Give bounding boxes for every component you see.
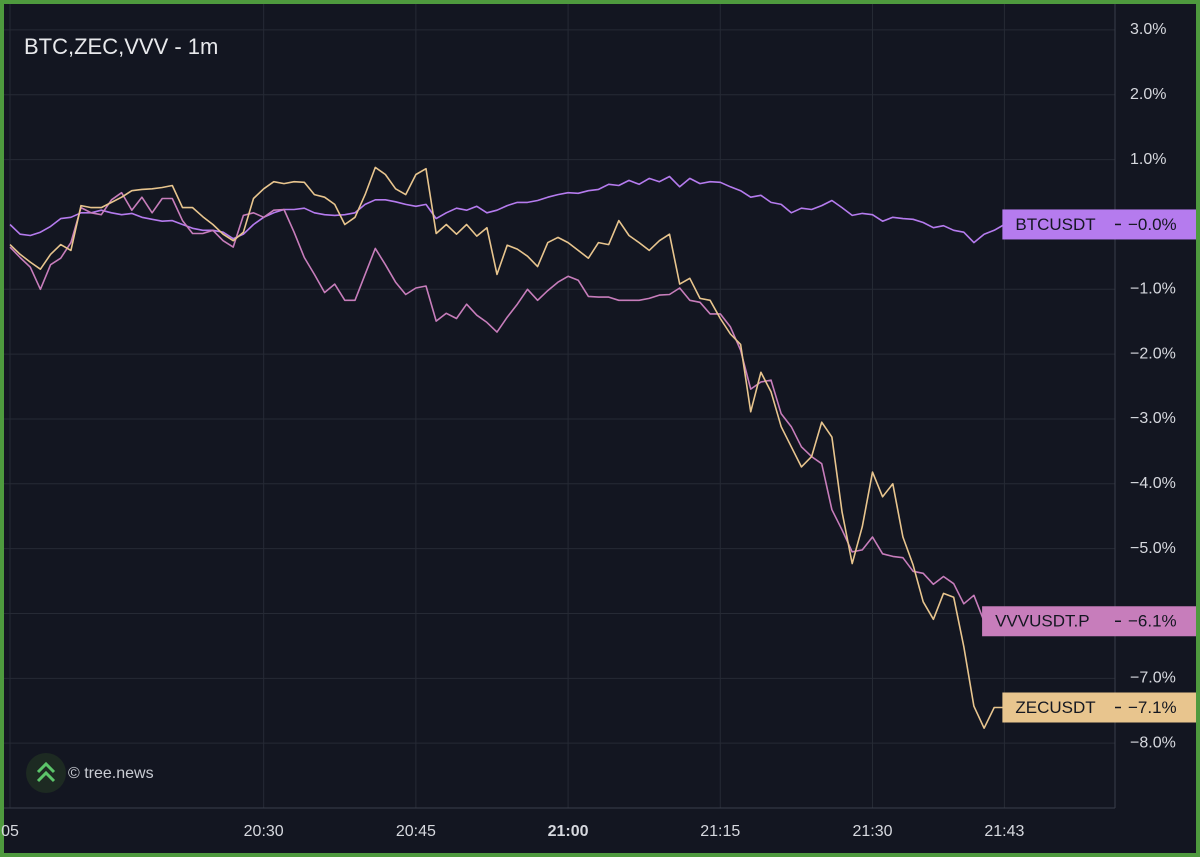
x-tick-label: 21:15 [700, 823, 740, 840]
y-tick-label: −7.0% [1130, 670, 1176, 687]
end-label-box [982, 606, 1196, 637]
x-tick-label: 05 [1, 823, 19, 840]
axes: 3.0% 2.0% 1.0% −1.0% −2.0% −3.0% −4.0% −5.0% −6.… [1, 21, 1196, 840]
series-line [9, 175, 1005, 244]
y-tick-label: 1.0% [1130, 151, 1166, 168]
series-line [9, 166, 1005, 729]
x-tick-label: 21:30 [852, 823, 892, 840]
y-tick-label: −4.0% [1130, 475, 1176, 492]
y-tick-label: −2.0% [1130, 345, 1176, 362]
watermark: © tree.news [68, 765, 154, 782]
y-tick-label: 2.0% [1130, 86, 1166, 103]
end-label-box [1002, 209, 1196, 240]
legend-label: ZECUSDT [1015, 698, 1095, 717]
logo-icon [36, 761, 56, 783]
x-tick-label: 21:43 [984, 823, 1024, 840]
end-value-label: −7.1% [1128, 698, 1177, 717]
y-tick-label: −5.0% [1130, 540, 1176, 557]
y-tick-label: −3.0% [1130, 410, 1176, 427]
series-line [9, 191, 985, 622]
chart-title: BTC,ZEC,VVV - 1m [24, 34, 218, 59]
legend-label: BTCUSDT [1015, 215, 1095, 234]
lines [9, 166, 1005, 729]
y-tick-label: −8.0% [1130, 734, 1176, 751]
x-tick-label: 21:00 [548, 823, 589, 840]
chart-background [4, 4, 1196, 853]
legend-label: VVVUSDT.P [995, 612, 1089, 631]
x-tick-label: 20:45 [396, 823, 436, 840]
grid [4, 4, 1115, 808]
end-label-box [1002, 692, 1196, 723]
x-tick-label: 20:30 [244, 823, 284, 840]
end-value-label: −6.1% [1128, 612, 1177, 631]
y-tick-label: 3.0% [1130, 21, 1166, 38]
end-value-label: −0.0% [1128, 215, 1177, 234]
y-tick-label: −1.0% [1130, 281, 1176, 298]
